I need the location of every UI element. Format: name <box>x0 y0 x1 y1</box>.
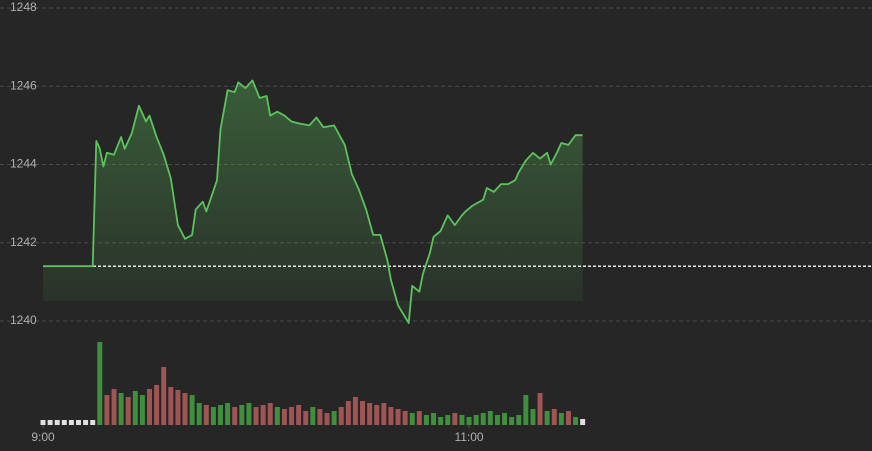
volume-bar <box>388 407 394 425</box>
volume-bar <box>83 420 89 425</box>
volume-bar <box>573 417 579 425</box>
volume-bar <box>551 409 557 425</box>
volume-bar <box>452 413 458 425</box>
volume-bar <box>416 411 422 425</box>
volume-bar <box>558 413 564 425</box>
volume-bar <box>90 420 96 425</box>
volume-bar <box>111 389 117 425</box>
volume-bar <box>61 420 67 425</box>
volume-bar <box>431 413 437 425</box>
volume-bar <box>445 415 451 425</box>
volume-bar <box>246 403 252 425</box>
volume-bar <box>360 401 366 425</box>
y-tick-label: 1242 <box>10 235 37 249</box>
volume-bar <box>232 407 238 425</box>
volume-bar <box>260 405 266 425</box>
volume-bar <box>175 390 181 425</box>
volume-bar <box>459 415 465 425</box>
volume-bar <box>168 387 174 425</box>
volume-bar <box>196 403 202 425</box>
volume-bar <box>147 389 152 425</box>
volume-bar <box>544 411 550 425</box>
volume-bar <box>530 409 536 425</box>
volume-bar <box>423 415 429 425</box>
volume-bar <box>225 403 231 425</box>
x-tick-label: 11:00 <box>454 430 483 444</box>
volume-bar <box>68 420 74 425</box>
volume-bar <box>338 407 344 425</box>
volume-bar <box>267 403 273 425</box>
volume-bar <box>438 417 444 425</box>
volume-bar <box>352 397 358 425</box>
volume-bar <box>381 403 387 425</box>
volume-bar <box>132 391 138 425</box>
volume-bar <box>296 405 302 425</box>
volume-bar <box>189 395 195 425</box>
volume-bar <box>402 411 408 425</box>
price-line <box>43 79 583 324</box>
volume-bar <box>494 415 500 425</box>
volume-bar <box>289 407 295 425</box>
volume-bar <box>487 411 493 425</box>
volume-bar <box>210 407 216 425</box>
volume-bar <box>395 409 401 425</box>
volume-bar <box>54 420 60 425</box>
volume-bar <box>473 415 479 425</box>
volume-bar <box>480 413 486 425</box>
volume-bar <box>274 407 280 425</box>
volume-bar <box>104 395 110 425</box>
volume-bar <box>345 401 351 425</box>
volume-bar <box>580 419 586 425</box>
volume-bar <box>523 395 529 425</box>
volume-bar <box>76 420 81 425</box>
volume-bar <box>509 417 515 425</box>
volume-bar <box>502 413 508 425</box>
volume-bar <box>303 411 309 425</box>
volume-bar <box>40 420 46 425</box>
volume-bar <box>161 367 167 425</box>
volume-bar <box>97 342 103 425</box>
volume-bar <box>466 417 472 425</box>
volume-bar <box>537 393 543 425</box>
volume-bar <box>317 409 323 425</box>
area <box>43 80 583 324</box>
volume-bar <box>310 407 316 425</box>
volume-bar <box>324 413 330 425</box>
y-tick-label: 1244 <box>10 157 37 171</box>
volume-bar <box>203 405 209 425</box>
volume-bar <box>253 407 259 425</box>
volume-bar <box>218 405 224 425</box>
x-tick-label: 9:00 <box>31 430 55 444</box>
volume-bar <box>154 385 160 425</box>
volume-bar <box>565 411 571 425</box>
volume-bar <box>139 395 145 425</box>
y-tick-label: 1248 <box>10 0 37 14</box>
volume-bar <box>125 397 131 425</box>
volume-bar <box>281 409 287 425</box>
volume-bar <box>374 405 380 425</box>
volume-bar <box>516 415 522 425</box>
volume-bar <box>331 411 337 425</box>
y-tick-label: 1240 <box>10 313 37 327</box>
volume-bar <box>182 393 188 425</box>
volume-bar <box>367 403 373 425</box>
volume-bar <box>409 413 415 425</box>
volume-bar <box>239 405 245 425</box>
volume-bar <box>118 393 124 425</box>
volume-bar <box>47 420 53 425</box>
y-tick-label: 1246 <box>10 78 37 92</box>
